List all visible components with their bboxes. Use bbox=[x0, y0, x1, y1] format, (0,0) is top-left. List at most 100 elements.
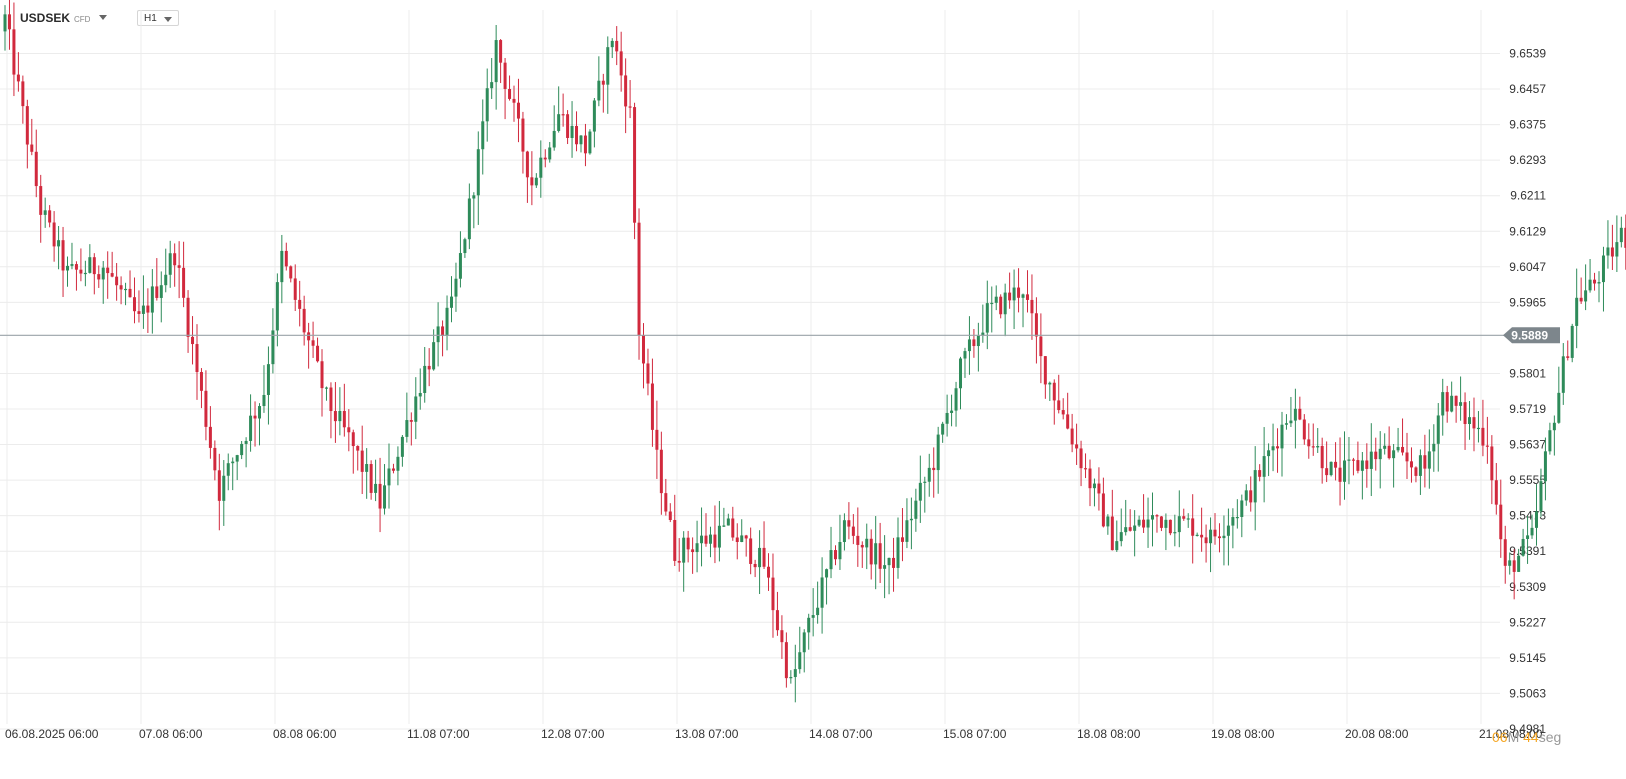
candle-up bbox=[985, 303, 989, 333]
candle-down bbox=[1579, 297, 1583, 302]
candle-down bbox=[48, 210, 52, 223]
candle-down bbox=[1128, 527, 1132, 531]
candle-down bbox=[753, 563, 757, 568]
candle-up bbox=[1552, 422, 1556, 431]
candle-up bbox=[101, 267, 105, 280]
candle-up bbox=[905, 520, 909, 542]
candle-up bbox=[458, 253, 462, 279]
candle-down bbox=[771, 577, 775, 611]
candle-down bbox=[869, 538, 873, 565]
symbol-name: USDSEK bbox=[20, 11, 71, 25]
candle-down bbox=[1168, 519, 1172, 534]
candle-up bbox=[150, 286, 154, 313]
candle-up bbox=[414, 396, 418, 422]
candle-down bbox=[1566, 356, 1570, 358]
candle-up bbox=[820, 577, 824, 608]
chevron-down-icon bbox=[164, 17, 172, 22]
candle-down bbox=[646, 363, 650, 384]
timeframe-selector[interactable]: H1 bbox=[137, 10, 179, 26]
candle-down bbox=[208, 426, 212, 448]
candle-up bbox=[164, 274, 168, 286]
candle-up bbox=[552, 130, 556, 148]
candle-up bbox=[1526, 535, 1530, 539]
candle-up bbox=[231, 461, 235, 464]
candle-down bbox=[391, 468, 395, 471]
candle-down bbox=[691, 549, 695, 553]
candle-down bbox=[1052, 382, 1056, 401]
candle-up bbox=[262, 394, 266, 407]
candle-down bbox=[1008, 292, 1012, 301]
candle-down bbox=[1155, 515, 1159, 517]
candle-down bbox=[503, 62, 507, 89]
candle-up bbox=[1530, 527, 1534, 536]
candle-down bbox=[860, 544, 864, 548]
candle-up bbox=[793, 669, 797, 678]
candle-up bbox=[1360, 460, 1364, 471]
y-tick-label: 9.6375 bbox=[1509, 118, 1546, 132]
candle-up bbox=[432, 342, 436, 370]
candle-down bbox=[1610, 247, 1614, 257]
candle-up bbox=[481, 121, 485, 150]
candle-down bbox=[1276, 446, 1280, 449]
candle-down bbox=[302, 308, 306, 333]
candle-up bbox=[1048, 382, 1052, 385]
candle-up bbox=[1235, 517, 1239, 519]
candle-up bbox=[941, 423, 945, 435]
candle-up bbox=[682, 537, 686, 563]
candle-up bbox=[959, 358, 963, 389]
candle-up bbox=[271, 330, 275, 365]
candle-up bbox=[548, 147, 552, 160]
candle-down bbox=[298, 299, 302, 309]
y-tick-label: 9.6539 bbox=[1509, 47, 1546, 61]
candle-down bbox=[1204, 537, 1208, 544]
candle-down bbox=[128, 288, 132, 298]
candle-up bbox=[539, 157, 543, 178]
candle-up bbox=[1289, 420, 1293, 424]
candle-down bbox=[441, 326, 445, 336]
candle-up bbox=[1450, 395, 1454, 412]
candle-up bbox=[1115, 541, 1119, 551]
candle-down bbox=[217, 470, 221, 501]
candle-down bbox=[360, 450, 364, 472]
candle-up bbox=[963, 351, 967, 359]
candle-down bbox=[1365, 460, 1369, 469]
candle-down bbox=[106, 267, 110, 274]
countdown-minutes: 06 bbox=[1492, 729, 1508, 745]
candle-up bbox=[722, 525, 726, 527]
candle-up bbox=[266, 364, 270, 395]
candle-down bbox=[293, 278, 297, 300]
chart-toolbar: USDSEK CFD H1 bbox=[0, 0, 1626, 34]
candle-up bbox=[865, 538, 869, 548]
candle-up bbox=[1534, 511, 1538, 528]
candle-down bbox=[1159, 516, 1163, 528]
symbol-selector[interactable]: USDSEK CFD bbox=[20, 11, 108, 25]
candle-up bbox=[592, 100, 596, 132]
candle-up bbox=[1575, 297, 1579, 326]
candle-down bbox=[1200, 534, 1204, 538]
candle-up bbox=[990, 302, 994, 305]
candle-up bbox=[717, 525, 721, 548]
candle-down bbox=[1057, 400, 1061, 411]
x-tick-label: 20.08 08:00 bbox=[1345, 727, 1409, 741]
candle-down bbox=[427, 365, 431, 370]
y-tick-label: 9.5309 bbox=[1509, 580, 1546, 594]
candle-down bbox=[601, 80, 605, 85]
chevron-down-icon bbox=[99, 15, 108, 20]
candle-up bbox=[726, 518, 730, 526]
candle-up bbox=[1508, 560, 1512, 566]
candle-down bbox=[566, 114, 570, 138]
candle-down bbox=[1499, 504, 1503, 540]
candle-down bbox=[932, 467, 936, 471]
candle-down bbox=[119, 285, 123, 290]
candle-down bbox=[619, 51, 623, 76]
candle-down bbox=[204, 390, 208, 427]
candle-down bbox=[132, 297, 136, 312]
candle-down bbox=[525, 151, 529, 178]
candle-up bbox=[1329, 461, 1333, 476]
candle-up bbox=[1588, 279, 1592, 291]
candle-up bbox=[400, 436, 404, 457]
candle-down bbox=[213, 447, 217, 471]
y-tick-label: 9.5555 bbox=[1509, 473, 1546, 487]
candle-up bbox=[1468, 417, 1472, 425]
